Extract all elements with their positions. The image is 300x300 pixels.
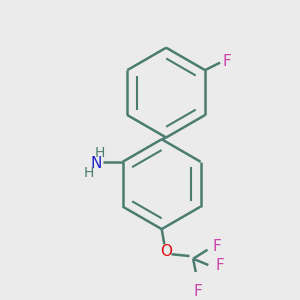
Text: F: F [223,54,232,69]
Text: H: H [94,146,105,160]
Text: N: N [90,156,101,171]
Text: H: H [83,166,94,179]
Text: F: F [216,258,224,273]
Text: F: F [193,284,202,299]
Text: O: O [160,244,172,259]
Text: F: F [213,239,222,254]
